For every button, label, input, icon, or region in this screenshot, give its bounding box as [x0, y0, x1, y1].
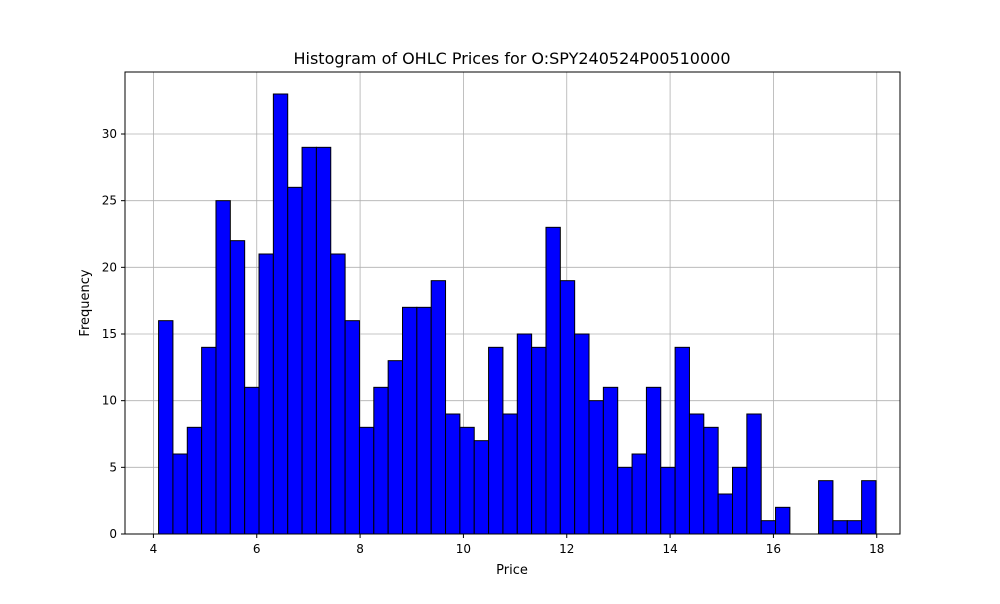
histogram-bar [215, 200, 231, 535]
histogram-bar [775, 506, 791, 535]
x-tick-label: 10 [456, 542, 471, 556]
y-tick-label: 25 [102, 194, 117, 208]
histogram-bar [559, 280, 576, 535]
histogram-bar [344, 320, 360, 535]
bars [158, 93, 877, 535]
histogram-bar [416, 306, 432, 535]
histogram-bar [760, 520, 777, 535]
y-tick-label: 30 [102, 127, 117, 141]
histogram-bar [602, 386, 619, 535]
histogram-bar [631, 453, 647, 535]
x-axis-label: Price [496, 563, 528, 578]
histogram-bar [818, 480, 834, 535]
x-tick-label: 8 [356, 542, 364, 556]
y-tick-label: 20 [102, 260, 117, 274]
histogram-bar [301, 146, 317, 535]
histogram-bar [229, 240, 246, 535]
histogram-bar [473, 440, 490, 535]
y-axis-label: Frequency [78, 269, 93, 336]
y-tick-label: 5 [109, 460, 117, 474]
x-tick-label: 14 [662, 542, 677, 556]
histogram-bar [358, 426, 375, 535]
histogram-bar [272, 93, 289, 535]
histogram-bar [387, 360, 403, 535]
x-tick-label: 4 [150, 542, 158, 556]
histogram-bar [516, 333, 533, 535]
histogram-bar [373, 386, 389, 535]
histogram-bar [258, 253, 274, 535]
y-tick-label: 10 [102, 394, 117, 408]
histogram-bar [731, 466, 748, 535]
x-axis-ticks: 4 6 8 10 12 14 16 18 [150, 534, 884, 556]
histogram-bar [401, 306, 418, 535]
histogram-bar [186, 426, 203, 535]
histogram-bar [674, 346, 690, 535]
histogram-bar [717, 493, 733, 535]
x-tick-label: 12 [559, 542, 574, 556]
histogram-bar [445, 413, 461, 535]
x-tick-label: 18 [869, 542, 884, 556]
histogram-bar [488, 346, 504, 535]
histogram-bar [315, 146, 332, 535]
histogram-bar [688, 413, 705, 535]
histogram-bar [703, 426, 719, 535]
histogram-bar [430, 280, 447, 535]
x-tick-label: 16 [766, 542, 781, 556]
axes-frame [124, 71, 901, 535]
y-axis-ticks: 0 5 10 15 20 25 30 [102, 127, 125, 541]
chart-title: Histogram of OHLC Prices for O:SPY240524… [293, 49, 730, 68]
histogram-bar [846, 520, 863, 535]
y-tick-label: 15 [102, 327, 117, 341]
histogram-bar [201, 346, 217, 535]
histogram-bar [531, 346, 547, 535]
histogram-bar [746, 413, 762, 535]
histogram-bar [330, 253, 346, 535]
histogram-bar [645, 386, 662, 535]
x-tick-label: 6 [253, 542, 261, 556]
histogram-bar [502, 413, 518, 535]
histogram-bar [459, 426, 475, 535]
histogram-bar [574, 333, 590, 535]
histogram-bar [158, 320, 174, 535]
histogram-bar [617, 466, 633, 535]
histogram-bar [861, 480, 877, 535]
y-tick-label: 0 [109, 527, 117, 541]
histogram-bar [287, 186, 303, 535]
histogram-bar [660, 466, 676, 535]
histogram-bar [172, 453, 188, 535]
histogram-bar [588, 400, 604, 535]
histogram-bar [244, 386, 260, 535]
histogram-bar [545, 226, 561, 535]
histogram-bar [832, 520, 848, 535]
